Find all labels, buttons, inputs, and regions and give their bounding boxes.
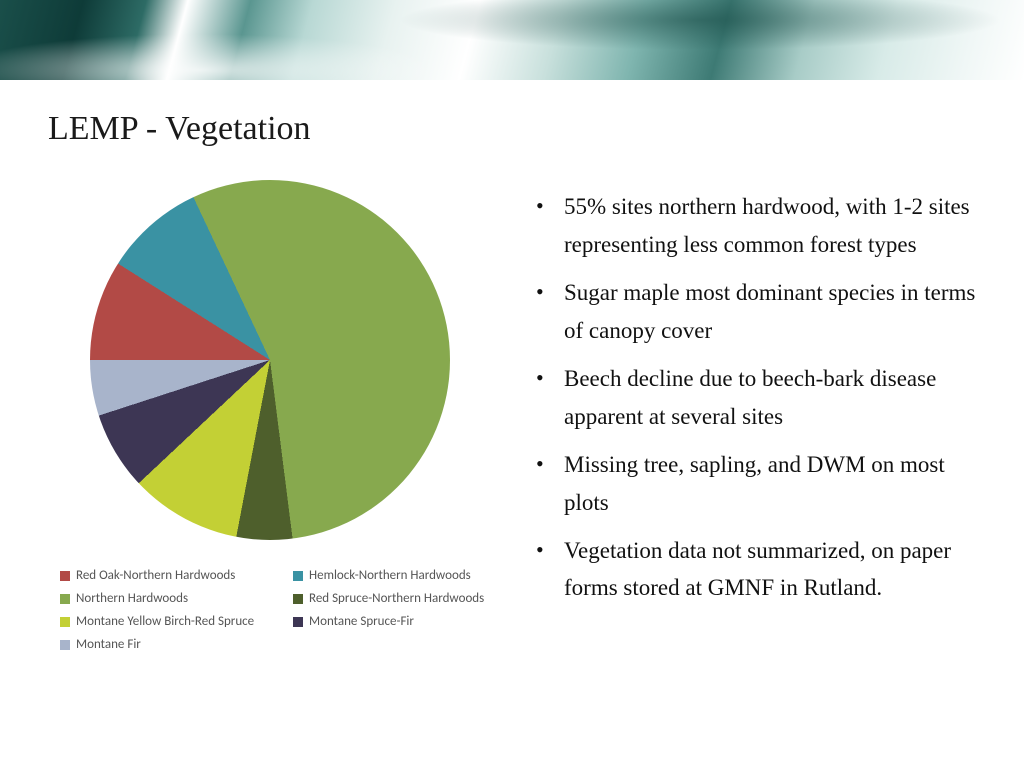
legend-swatch	[60, 617, 70, 627]
legend-label: Red Spruce-Northern Hardwoods	[309, 591, 484, 606]
page-title: LEMP - Vegetation	[48, 110, 311, 148]
decorative-banner	[0, 0, 1024, 80]
bullet-list: 55% sites northern hardwood, with 1-2 si…	[530, 188, 990, 617]
legend-swatch	[60, 640, 70, 650]
bullet-item: Vegetation data not summarized, on paper…	[530, 532, 990, 608]
legend-item: Hemlock-Northern Hardwoods	[293, 568, 508, 583]
legend-swatch	[293, 594, 303, 604]
legend-item: Red Spruce-Northern Hardwoods	[293, 591, 508, 606]
legend-label: Hemlock-Northern Hardwoods	[309, 568, 471, 583]
bullet-item: Missing tree, sapling, and DWM on most p…	[530, 446, 990, 522]
legend-item: Montane Fir	[60, 637, 275, 652]
legend-label: Montane Fir	[76, 637, 141, 652]
pie-legend: Red Oak-Northern Hardwoods Hemlock-Northe…	[60, 568, 520, 652]
legend-label: Montane Yellow Birch-Red Spruce	[76, 614, 254, 629]
legend-label: Montane Spruce-Fir	[309, 614, 414, 629]
slide-body: LEMP - Vegetation Red Oak-Northern Hardw…	[0, 80, 1024, 768]
legend-swatch	[60, 594, 70, 604]
legend-item: Red Oak-Northern Hardwoods	[60, 568, 275, 583]
bullet-item: Sugar maple most dominant species in ter…	[530, 274, 990, 350]
legend-swatch	[293, 571, 303, 581]
legend-swatch	[293, 617, 303, 627]
bullet-item: 55% sites northern hardwood, with 1-2 si…	[530, 188, 990, 264]
bullet-item: Beech decline due to beech-bark disease …	[530, 360, 990, 436]
legend-item: Montane Yellow Birch-Red Spruce	[60, 614, 275, 629]
legend-swatch	[60, 571, 70, 581]
pie-graphic	[90, 180, 450, 540]
legend-label: Red Oak-Northern Hardwoods	[76, 568, 235, 583]
legend-item: Northern Hardwoods	[60, 591, 275, 606]
vegetation-pie-chart: Red Oak-Northern Hardwoods Hemlock-Northe…	[60, 180, 500, 652]
legend-item: Montane Spruce-Fir	[293, 614, 508, 629]
legend-label: Northern Hardwoods	[76, 591, 188, 606]
